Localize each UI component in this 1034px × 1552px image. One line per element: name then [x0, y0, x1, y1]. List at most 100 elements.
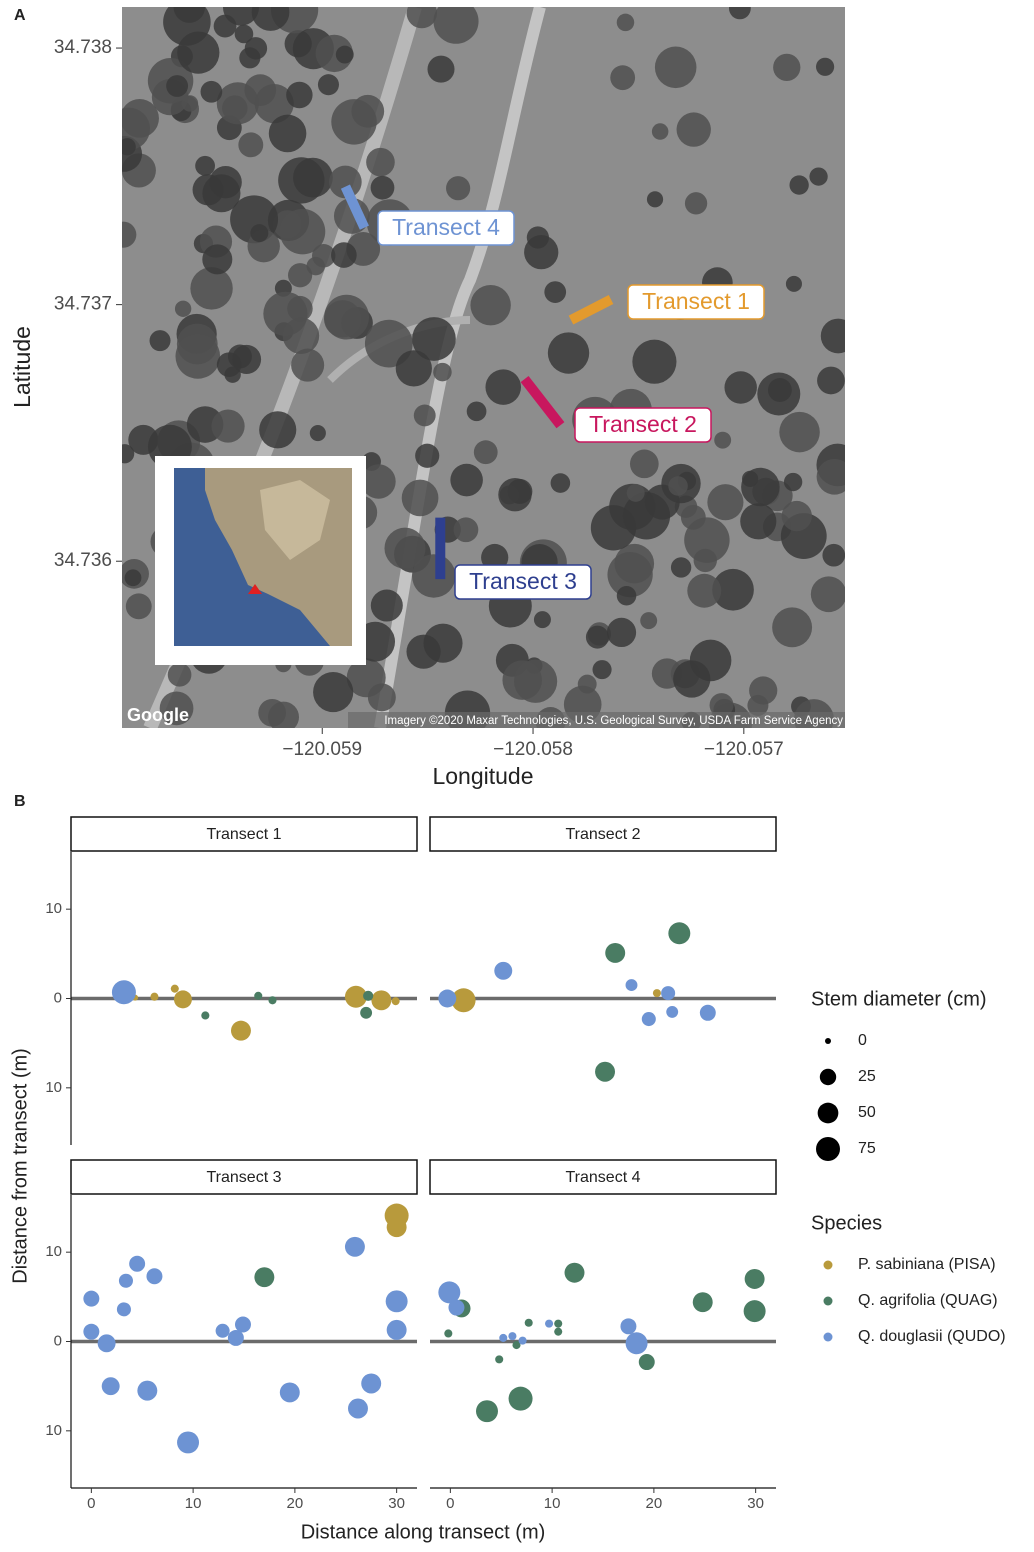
x-tick-label: 20: [646, 1495, 663, 1512]
facet-title: Transect 1: [207, 826, 282, 843]
tree: [668, 476, 688, 496]
tree: [167, 663, 192, 687]
y-tick-label: 0: [54, 1332, 62, 1349]
tree-point: [386, 1217, 407, 1238]
facet-strip: [70, 1159, 418, 1195]
tree-point: [129, 1255, 146, 1272]
tree-point: [476, 1400, 498, 1423]
tree: [238, 132, 264, 158]
x-tick-label: 10: [185, 1495, 202, 1512]
size-legend-label: 75: [858, 1140, 876, 1157]
tree: [809, 167, 828, 186]
tree: [412, 317, 456, 361]
tree: [159, 691, 194, 726]
tree-point: [641, 1012, 656, 1027]
tree-point: [661, 986, 676, 1001]
x-tick-label: −120.058: [493, 739, 573, 760]
y-tick-label: 10: [45, 900, 62, 917]
species-legend-key: [823, 1296, 833, 1306]
tree: [590, 505, 637, 551]
size-legend-label: 0: [858, 1032, 867, 1049]
tree: [370, 589, 403, 622]
tree-point: [744, 1268, 765, 1289]
tree-point: [83, 1323, 100, 1340]
tree: [433, 362, 452, 382]
tree: [632, 339, 677, 384]
legend-title: Stem diameter (cm): [811, 988, 987, 1010]
tree-point: [668, 922, 691, 945]
species-legend-label: P. sabiniana (PISA): [858, 1256, 996, 1273]
tree-point: [137, 1380, 158, 1401]
tree: [222, 95, 248, 121]
tree-point: [444, 1329, 453, 1338]
tree-point: [666, 1005, 679, 1018]
transect-label: Transect 2: [589, 411, 697, 437]
tree-point: [348, 1398, 368, 1419]
tree: [740, 503, 777, 540]
tree: [200, 80, 223, 103]
tree: [646, 191, 664, 208]
tree-point: [279, 1382, 300, 1403]
tree: [244, 37, 268, 60]
inset-map: [155, 456, 366, 665]
x-tick-label: 30: [747, 1495, 764, 1512]
tree: [640, 612, 658, 630]
tree: [313, 671, 354, 713]
transect-label-box: [377, 210, 515, 246]
species-legend-label: Q. agrifolia (QUAG): [858, 1292, 998, 1309]
tree: [815, 57, 835, 76]
tree: [278, 157, 325, 204]
tree: [335, 45, 354, 64]
tree: [446, 176, 471, 201]
tree: [498, 477, 532, 512]
species-legend-label: Q. douglasii (QUDO): [858, 1328, 1006, 1345]
tree-point: [743, 1300, 766, 1323]
tree: [122, 444, 135, 464]
tree-point: [448, 1299, 465, 1316]
transect-label: Transect 3: [469, 568, 577, 594]
tree: [211, 409, 245, 443]
tree: [817, 366, 845, 395]
tree: [673, 660, 711, 698]
tree-point: [692, 1292, 713, 1313]
tree-point: [438, 1281, 461, 1304]
size-legend-key: [819, 1068, 837, 1086]
panel-label: B: [14, 793, 26, 810]
tree: [125, 593, 152, 620]
y-tick-label: 34.737: [54, 294, 112, 315]
x-tick-label: −120.059: [282, 739, 362, 760]
tree: [626, 483, 645, 502]
tree: [550, 473, 571, 493]
x-tick-label: 20: [287, 1495, 304, 1512]
tree-point: [173, 990, 192, 1009]
facet-title: Transect 3: [207, 1169, 282, 1186]
facet-title: Transect 2: [566, 826, 641, 843]
tree-point: [111, 980, 136, 1005]
tree: [785, 275, 802, 292]
tree-point: [360, 1006, 373, 1019]
tree-point: [652, 989, 661, 998]
y-tick-label: 10: [45, 1079, 62, 1096]
tree: [616, 585, 637, 606]
tree: [367, 683, 396, 712]
tree: [282, 317, 320, 355]
tree: [728, 7, 751, 20]
tree: [279, 208, 326, 255]
tree-point: [438, 989, 457, 1008]
tree-point: [391, 997, 400, 1006]
tree: [124, 569, 142, 587]
tree-point: [494, 961, 513, 980]
transect-label-box: [454, 564, 592, 600]
tree: [176, 323, 218, 365]
x-tick-label: 0: [446, 1495, 454, 1512]
tree-point: [545, 1319, 554, 1328]
tree: [268, 701, 300, 728]
tree: [614, 543, 655, 584]
tree: [149, 330, 171, 352]
tree: [259, 411, 297, 449]
transect: [520, 375, 565, 429]
y-tick-label: 0: [54, 989, 62, 1006]
tree-point: [230, 1020, 251, 1041]
tree: [309, 425, 326, 442]
tree: [450, 463, 483, 497]
